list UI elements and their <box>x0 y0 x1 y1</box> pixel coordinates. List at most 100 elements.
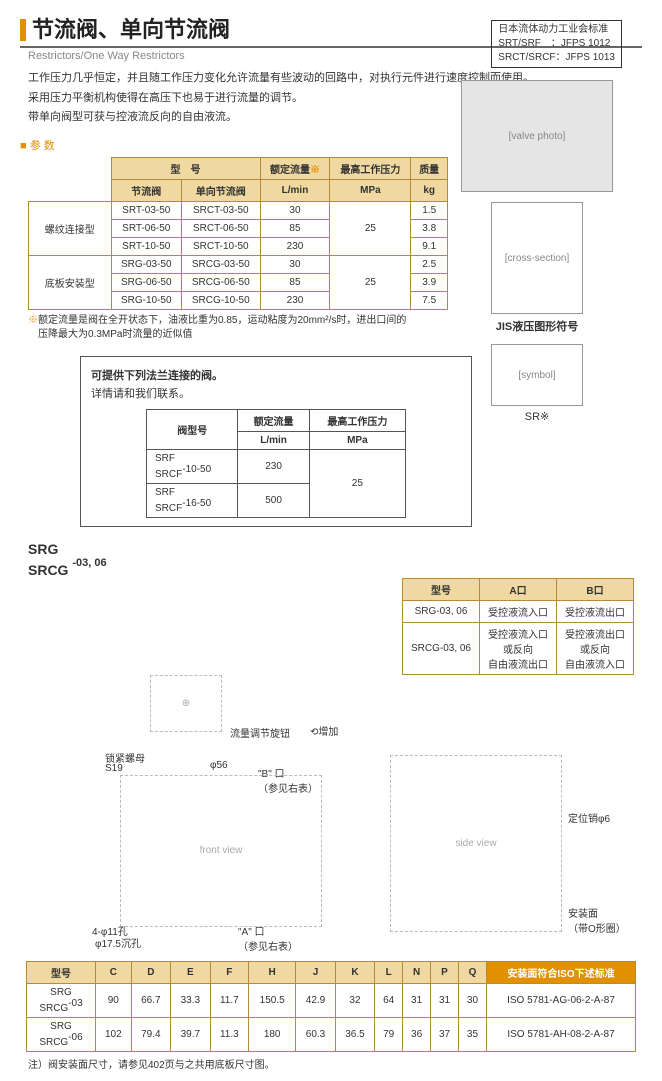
th-model: 型 号 <box>111 157 260 179</box>
cell: 39.7 <box>171 1017 210 1051</box>
accent-bar <box>20 19 26 41</box>
th: B口 <box>557 578 634 600</box>
cell: 受控液流入口或反向自由液流出口 <box>480 622 557 674</box>
cell: 受控液流入口 <box>480 600 557 622</box>
cell: ISO 5781-AG-06-2-A-87 <box>487 983 636 1017</box>
cell: 230 <box>238 449 309 483</box>
cell: 7.5 <box>411 291 448 309</box>
cell: 30 <box>260 255 330 273</box>
cell: 25 <box>309 449 405 517</box>
cell: SRG-03, 06 <box>402 600 479 622</box>
top-view: ⊕ <box>150 675 222 732</box>
cell: SRCT-10-50 <box>182 237 261 255</box>
param-table: 型 号 额定流量※ 最高工作压力 质量 节流阀 单向节流阀 L/min MPa … <box>28 157 448 310</box>
cell: ISO 5781-AH-08-2-A-87 <box>487 1017 636 1051</box>
cell: 25 <box>330 255 411 309</box>
face-label: 安装面（带O形圈） <box>568 905 626 935</box>
th: J <box>296 961 335 983</box>
cell: 32 <box>335 983 374 1017</box>
cell: SRCG-06-50 <box>182 273 261 291</box>
sr-label: SR※ <box>452 410 622 423</box>
model-bot: SRCG <box>28 562 68 578</box>
th: L <box>375 961 403 983</box>
standard-box: 日本流体动力工业会标准 SRT/SRF ：JFPS 1012 SRCT/SRCF… <box>491 20 622 68</box>
cell: 150.5 <box>249 983 296 1017</box>
th: P <box>431 961 459 983</box>
th: Q <box>458 961 486 983</box>
cell: 230 <box>260 237 330 255</box>
cell: SRT-03-50 <box>111 201 182 219</box>
cell: SRG-10-50 <box>111 291 182 309</box>
cell: 11.7 <box>210 983 248 1017</box>
cell: 85 <box>260 273 330 291</box>
th-v1: 节流阀 <box>111 179 182 201</box>
cell: 35 <box>458 1017 486 1051</box>
th: 型号 <box>27 961 96 983</box>
cell: SRGSRCG-03 <box>27 983 96 1017</box>
th: C <box>96 961 132 983</box>
cell: 1.5 <box>411 201 448 219</box>
cell: 37 <box>431 1017 459 1051</box>
cell: 102 <box>96 1017 132 1051</box>
cell: SRCG-10-50 <box>182 291 261 309</box>
th-flow: 额定流量※ <box>260 157 330 179</box>
th: A口 <box>480 578 557 600</box>
std-l3: SRCT/SRCF：JFPS 1013 <box>498 52 615 63</box>
cell: 36 <box>403 1017 431 1051</box>
title-text: 节流阀、单向节流阀 <box>32 17 230 42</box>
cell: SRCG-03-50 <box>182 255 261 273</box>
th: 最高工作压力 <box>309 409 405 431</box>
th: 阀型号 <box>147 409 238 449</box>
cell: 60.3 <box>296 1017 335 1051</box>
cell: 90 <box>96 983 132 1017</box>
s19-label: S19 <box>105 763 123 774</box>
cell: SRCG-03, 06 <box>402 622 479 674</box>
ab-port-table: 型号A口B口 SRG-03, 06受控液流入口受控液流出口 SRCG-03, 0… <box>402 578 634 675</box>
dim-table: 型号 CDEFHJKLNPQ 安装面符合ISO下述标准 SRGSRCG-03 9… <box>26 961 636 1052</box>
cell: 33.3 <box>171 983 210 1017</box>
pin-label: 定位销φ6 <box>568 810 610 825</box>
cell: SRCT-06-50 <box>182 219 261 237</box>
d56-label: φ56 <box>210 760 228 771</box>
cell: 30 <box>260 201 330 219</box>
sec-param-text: ■ 参 数 <box>20 140 55 152</box>
th: L/min <box>238 431 309 449</box>
cross-section: [cross-section] <box>491 202 583 314</box>
th: E <box>171 961 210 983</box>
cell: 64 <box>375 983 403 1017</box>
th-iso: 安装面符合ISO下述标准 <box>487 961 636 983</box>
knob-label: 流量调节旋钮 <box>230 725 290 740</box>
cell: 3.9 <box>411 273 448 291</box>
footnote: 注）阀安装面尺寸，请参见402页与之共用底板尺寸图。 <box>28 1056 642 1071</box>
cell: 230 <box>260 291 330 309</box>
cell: SRT-06-50 <box>111 219 182 237</box>
th-pmax: 最高工作压力 <box>330 157 411 179</box>
model-suf: -03, 06 <box>72 557 106 569</box>
front-view: front view <box>120 775 322 927</box>
th: F <box>210 961 248 983</box>
flange-table: 阀型号额定流量最高工作压力 L/minMPa SRFSRCF-10-502302… <box>146 409 406 518</box>
flange-l1: 可提供下列法兰连接的阀。 <box>91 367 461 383</box>
cell: SRG-03-50 <box>111 255 182 273</box>
th-punit: MPa <box>330 179 411 201</box>
cell: 11.3 <box>210 1017 248 1051</box>
cell: SRGSRCG-06 <box>27 1017 96 1051</box>
th: N <box>403 961 431 983</box>
grp2: 底板安装型 <box>29 255 112 309</box>
cell: 25 <box>330 201 411 255</box>
cell: 受控液流出口 <box>557 600 634 622</box>
drawings-area: ⊕ 流量调节旋钮 ⟲增加 锁紧螺母 S19 φ56 "B" 口（参见右表） fr… <box>20 675 642 955</box>
th: H <box>249 961 296 983</box>
cell: 66.7 <box>131 983 170 1017</box>
cell: SRG-06-50 <box>111 273 182 291</box>
th: MPa <box>309 431 405 449</box>
cell: 79 <box>375 1017 403 1051</box>
flange-l2: 详情请和我们联系。 <box>91 385 461 401</box>
cbore-label: φ17.5沉孔 <box>95 935 141 950</box>
th-munit: kg <box>411 179 448 201</box>
th: 型号 <box>402 578 479 600</box>
cell: 3.8 <box>411 219 448 237</box>
std-l1: 日本流体动力工业会标准 <box>498 24 608 35</box>
cell: 85 <box>260 219 330 237</box>
cell: SRFSRCF-16-50 <box>147 483 238 517</box>
